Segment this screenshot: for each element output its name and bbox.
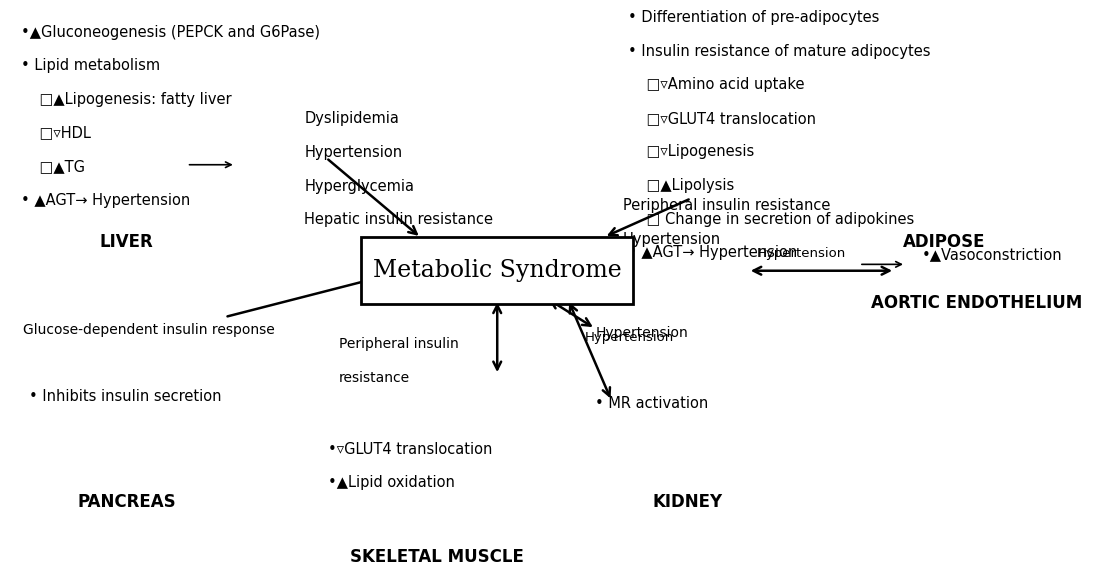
Text: □▿GLUT4 translocation: □▿GLUT4 translocation — [628, 111, 815, 126]
Text: LIVER: LIVER — [100, 233, 154, 251]
Text: PANCREAS: PANCREAS — [78, 494, 176, 512]
Text: □▿HDL: □▿HDL — [21, 125, 91, 140]
Text: Hepatic insulin resistance: Hepatic insulin resistance — [305, 212, 493, 227]
Text: □▿Amino acid uptake: □▿Amino acid uptake — [628, 77, 804, 93]
Text: SKELETAL MUSCLE: SKELETAL MUSCLE — [350, 548, 524, 566]
Text: • Lipid metabolism: • Lipid metabolism — [21, 58, 161, 73]
Text: □▲Lipogenesis: fatty liver: □▲Lipogenesis: fatty liver — [21, 92, 232, 107]
Text: •▲Lipid oxidation: •▲Lipid oxidation — [328, 475, 455, 490]
Text: Peripheral insulin: Peripheral insulin — [339, 338, 459, 352]
Text: □▲TG: □▲TG — [21, 159, 85, 174]
Text: Hypertension: Hypertension — [623, 232, 720, 247]
Text: Glucose-dependent insulin response: Glucose-dependent insulin response — [23, 323, 275, 337]
Text: □ Change in secretion of adipokines: □ Change in secretion of adipokines — [628, 212, 914, 226]
Text: □▲Lipolysis: □▲Lipolysis — [628, 178, 735, 193]
Text: Hypertension: Hypertension — [305, 145, 402, 160]
Text: KIDNEY: KIDNEY — [653, 494, 724, 512]
Text: □▿Lipogenesis: □▿Lipogenesis — [628, 144, 755, 159]
Text: Hypertension: Hypertension — [584, 331, 674, 344]
Text: Hypertension: Hypertension — [595, 326, 688, 340]
FancyBboxPatch shape — [361, 237, 634, 304]
Text: •▲Vasoconstriction: •▲Vasoconstriction — [922, 247, 1063, 262]
Text: • ▲AGT→ Hypertension: • ▲AGT→ Hypertension — [628, 245, 798, 260]
Text: Hypertension: Hypertension — [757, 247, 845, 260]
Text: • ▲AGT→ Hypertension: • ▲AGT→ Hypertension — [21, 193, 191, 208]
Text: Peripheral insulin resistance: Peripheral insulin resistance — [623, 198, 830, 214]
Text: • Inhibits insulin secretion: • Inhibits insulin secretion — [29, 389, 222, 404]
Text: Hyperglycemia: Hyperglycemia — [305, 179, 414, 194]
Text: •▿GLUT4 translocation: •▿GLUT4 translocation — [328, 442, 493, 457]
Text: ADIPOSE: ADIPOSE — [903, 233, 985, 251]
Text: Metabolic Syndrome: Metabolic Syndrome — [373, 259, 622, 282]
Text: • Insulin resistance of mature adipocytes: • Insulin resistance of mature adipocyte… — [628, 44, 931, 59]
Text: • Differentiation of pre-adipocytes: • Differentiation of pre-adipocytes — [628, 10, 880, 25]
Text: •▲Gluconeogenesis (PEPCK and G6Pase): •▲Gluconeogenesis (PEPCK and G6Pase) — [21, 24, 320, 40]
Text: Dyslipidemia: Dyslipidemia — [305, 111, 399, 126]
Text: • MR activation: • MR activation — [595, 396, 708, 411]
Text: resistance: resistance — [339, 371, 410, 385]
Text: AORTIC ENDOTHELIUM: AORTIC ENDOTHELIUM — [871, 293, 1083, 311]
